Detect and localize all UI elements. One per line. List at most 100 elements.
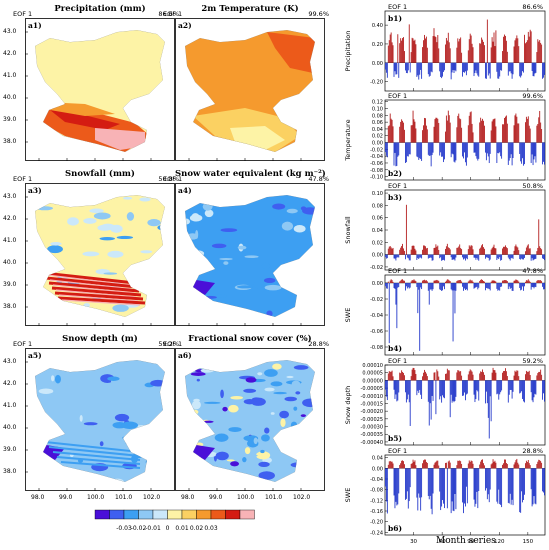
bar [518, 464, 520, 469]
bar [507, 142, 509, 165]
bar [490, 380, 492, 422]
bar [497, 468, 499, 504]
lat-tick-label: 42.0 [3, 215, 17, 222]
colorbar-swatch [210, 509, 226, 520]
eof-label: EOF 1 [163, 10, 183, 18]
bar [450, 380, 452, 395]
y-tick-label: 0.06 [372, 120, 383, 126]
bar [460, 119, 462, 143]
bar [483, 120, 484, 143]
bar [425, 36, 427, 63]
bar [431, 142, 433, 156]
bar [506, 464, 508, 469]
bar [509, 62, 511, 72]
bar [393, 283, 395, 289]
bar [448, 247, 450, 255]
bar [402, 243, 403, 255]
bar [440, 142, 442, 153]
bar [407, 254, 409, 259]
bar [490, 281, 492, 283]
bar [479, 280, 481, 283]
bar [509, 142, 511, 159]
bar [477, 283, 479, 290]
lat-tick-label: 38.0 [3, 468, 17, 475]
bar [539, 280, 541, 283]
bar [429, 283, 431, 290]
bar [425, 125, 427, 143]
bar [455, 380, 457, 397]
lon-tick-label: 102.0 [293, 494, 311, 501]
bar [425, 280, 426, 283]
bar [408, 380, 410, 403]
eof-label: EOF 1 [163, 175, 183, 183]
bar [390, 32, 392, 63]
bar [497, 142, 499, 154]
eof-label: EOF 1 [388, 92, 407, 100]
bar [527, 116, 529, 143]
bar [394, 62, 396, 72]
bar [386, 142, 388, 158]
bar [425, 38, 426, 63]
bar [445, 280, 447, 283]
panel-id: b2) [388, 169, 402, 178]
bar [525, 280, 527, 283]
bar [443, 62, 444, 72]
bar [537, 373, 539, 381]
bar [430, 62, 432, 72]
bar [515, 279, 517, 283]
bar [467, 249, 469, 255]
bar [441, 380, 443, 403]
bar [430, 254, 432, 258]
bar [517, 370, 519, 381]
bar [394, 254, 396, 259]
bar [417, 468, 419, 511]
bar [491, 248, 493, 255]
bar [521, 380, 523, 392]
bar [483, 463, 484, 469]
bar [506, 123, 508, 143]
bar [420, 142, 422, 160]
bar [386, 468, 388, 514]
bar [508, 142, 510, 161]
bar [435, 244, 437, 255]
bar [445, 115, 447, 143]
x-tick-label: 150 [523, 539, 534, 545]
bar [412, 245, 414, 255]
map-panel: Precipitation (mm) EOF 1 86.6% a1) 43.0 42… [3, 4, 179, 161]
bar [429, 142, 431, 156]
bar [406, 62, 408, 74]
bar [541, 462, 543, 469]
bar [404, 375, 405, 381]
bar [465, 468, 467, 487]
bar [455, 62, 457, 72]
bar [526, 245, 528, 255]
bar [425, 459, 426, 469]
bar [512, 142, 514, 159]
bar [400, 280, 402, 283]
ts-panel: EOF 1 50.8% b3) Snowfall 0.10 0.08 0.06 0.04 0.0… [344, 182, 546, 271]
bar [535, 380, 537, 395]
bar [506, 376, 508, 381]
lat-tick-label: 40.0 [3, 424, 17, 431]
bar [511, 380, 513, 399]
bar [403, 122, 404, 143]
bar [480, 43, 482, 63]
bar [442, 62, 443, 77]
bar [407, 468, 409, 509]
bar [460, 248, 462, 255]
bar [446, 120, 448, 143]
bar [406, 468, 408, 492]
bar [542, 142, 543, 165]
bar [464, 62, 465, 73]
bar [440, 254, 442, 258]
bar [401, 40, 403, 63]
bar [464, 380, 465, 393]
bar [414, 370, 416, 381]
bar [498, 254, 500, 260]
bar [470, 280, 472, 283]
bar [508, 62, 510, 72]
bar [507, 62, 509, 76]
bar [480, 247, 482, 255]
bar [523, 142, 524, 166]
bar [478, 283, 480, 288]
